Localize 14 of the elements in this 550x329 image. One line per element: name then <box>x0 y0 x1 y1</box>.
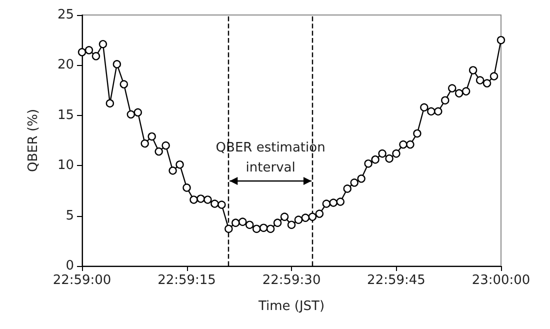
x-tick-label: 22:59:45 <box>367 273 426 288</box>
x-tick-label: 22:59:30 <box>262 273 321 288</box>
x-tick-label: 22:59:00 <box>52 273 112 288</box>
y-tick-label: 15 <box>57 108 74 123</box>
y-tick-label: 0 <box>66 258 74 274</box>
y-axis-title: QBER (%) <box>26 108 41 172</box>
x-tick-label: 22:59:15 <box>158 273 216 288</box>
y-tick-label: 5 <box>66 208 74 224</box>
annotation: QBER estimation interval <box>216 140 326 176</box>
y-tick-label: 10 <box>57 158 74 174</box>
y-tick-label: 20 <box>57 58 74 73</box>
x-axis-title: Time (JST) <box>257 299 325 314</box>
y-tick-label: 25 <box>57 8 74 22</box>
x-tick-label: 23:00:00 <box>472 273 530 288</box>
